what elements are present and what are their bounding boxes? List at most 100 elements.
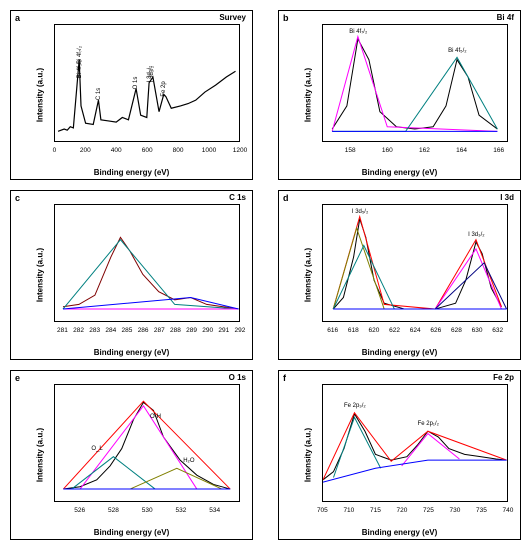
x-ticks: 281282283284285286287288289290291292 xyxy=(54,325,240,335)
panel-title: O 1s xyxy=(229,373,246,382)
x-tick-label: 166 xyxy=(493,147,504,154)
x-tick-label: 291 xyxy=(218,327,229,334)
panel-a: a Survey Intensity (a.u.) Binding energy (e… xyxy=(10,10,253,180)
y-axis-label: Intensity (a.u.) xyxy=(36,68,45,122)
plot-area: O-H O_L H₂O xyxy=(54,384,240,502)
x-tick-label: 285 xyxy=(122,327,133,334)
x-tick-label: 292 xyxy=(235,327,246,334)
x-axis-label: Binding energy (eV) xyxy=(94,168,170,177)
x-tick-label: 162 xyxy=(419,147,430,154)
y-axis-label: Intensity (a.u.) xyxy=(36,428,45,482)
plot-area: Bi 4f₇/₂ Bi 4f₅/₂ xyxy=(322,24,508,142)
x-tick-label: 730 xyxy=(449,507,460,514)
x-axis-label: Binding energy (eV) xyxy=(94,348,170,357)
x-tick-label: 630 xyxy=(472,327,483,334)
annotation: I 3d₃/₂ xyxy=(468,232,484,238)
chart-svg xyxy=(55,205,239,321)
x-tick-label: 0 xyxy=(53,147,57,154)
x-tick-label: 624 xyxy=(410,327,421,334)
chart-svg xyxy=(323,25,507,141)
plot-area: Fe 2p₃/₂Fe 2p₁/₂ xyxy=(322,384,508,502)
chart-svg xyxy=(323,205,507,321)
x-tick-label: 164 xyxy=(456,147,467,154)
x-tick-label: 628 xyxy=(451,327,462,334)
chart-svg xyxy=(55,385,239,501)
y-axis-label: Intensity (a.u.) xyxy=(304,428,313,482)
series-line xyxy=(63,238,239,310)
x-ticks: 705710715720725730735740 xyxy=(322,505,508,515)
annotation: O_L xyxy=(91,446,102,452)
panel-tag: d xyxy=(283,193,289,203)
series-line xyxy=(323,461,507,483)
x-tick-label: 626 xyxy=(430,327,441,334)
x-ticks: 158 160 162 164 166 xyxy=(322,145,508,155)
x-tick-label: 158 xyxy=(345,147,356,154)
x-tick-label: 287 xyxy=(154,327,165,334)
x-ticks: 526528530532534 xyxy=(54,505,240,515)
x-ticks: 020040060080010001200 xyxy=(54,145,240,155)
x-axis-label: Binding energy (eV) xyxy=(362,168,438,177)
x-tick-label: 286 xyxy=(138,327,149,334)
x-tick-label: 290 xyxy=(202,327,213,334)
x-tick-label: 289 xyxy=(186,327,197,334)
x-tick-label: 715 xyxy=(370,507,381,514)
x-tick-label: 200 xyxy=(80,147,91,154)
panel-f: f Fe 2p Intensity (a.u.) Binding energy (eV… xyxy=(278,370,521,540)
annotation: H₂O xyxy=(183,458,194,464)
y-axis-label: Intensity (a.u.) xyxy=(36,248,45,302)
panel-title: Fe 2p xyxy=(493,373,514,382)
x-tick-label: 710 xyxy=(343,507,354,514)
panel-c: c C 1s Intensity (a.u.) Binding energy (eV)… xyxy=(10,190,253,360)
x-tick-label: 620 xyxy=(368,327,379,334)
annotation: Bi 4f₅/₂ xyxy=(448,48,466,54)
panel-title: Survey xyxy=(219,13,246,22)
x-tick-label: 1200 xyxy=(233,147,247,154)
series-line xyxy=(323,414,507,480)
x-tick-label: 282 xyxy=(73,327,84,334)
panel-title: I 3d xyxy=(500,193,514,202)
x-tick-label: 530 xyxy=(142,507,153,514)
x-tick-label: 622 xyxy=(389,327,400,334)
annotation: I 3d₅/₂ xyxy=(352,209,368,215)
x-tick-label: 283 xyxy=(89,327,100,334)
annotation: Bi 4f₇/₂ xyxy=(349,29,367,35)
x-tick-label: 288 xyxy=(170,327,181,334)
panel-tag: e xyxy=(15,373,20,383)
annotation: C 1s xyxy=(96,88,102,100)
x-tick-label: 160 xyxy=(382,147,393,154)
x-axis-label: Binding energy (eV) xyxy=(362,528,438,537)
panel-title: Bi 4f xyxy=(497,13,514,22)
panel-tag: a xyxy=(15,13,20,23)
series-line xyxy=(333,37,498,132)
plot-area: Bi 4f₇/₂Bi 4f₅/₂C 1sO 1sI 3d₅/₂I 3d₃/₂Fe… xyxy=(54,24,240,142)
series-line xyxy=(436,263,507,309)
x-tick-label: 720 xyxy=(396,507,407,514)
x-axis-label: Binding energy (eV) xyxy=(362,348,438,357)
plot-area xyxy=(54,204,240,322)
x-tick-label: 400 xyxy=(111,147,122,154)
annotation: Fe 2p₁/₂ xyxy=(418,421,439,427)
x-ticks: 616618620622624626628630632 xyxy=(322,325,508,335)
plot-area: I 3d₅/₂ I 3d₃/₂ xyxy=(322,204,508,322)
panel-tag: c xyxy=(15,193,20,203)
x-tick-label: 725 xyxy=(423,507,434,514)
panel-b: bBi 4fIntensity (a.u.)Binding energy (eV… xyxy=(278,10,521,180)
x-tick-label: 534 xyxy=(209,507,220,514)
panel-tag: f xyxy=(283,373,286,383)
x-tick-label: 281 xyxy=(57,327,68,334)
x-tick-label: 1000 xyxy=(202,147,216,154)
annotation: Fe 2p xyxy=(161,82,167,97)
x-tick-label: 532 xyxy=(175,507,186,514)
x-tick-label: 528 xyxy=(108,507,119,514)
x-tick-label: 735 xyxy=(476,507,487,514)
x-tick-label: 618 xyxy=(348,327,359,334)
series-line xyxy=(323,413,507,480)
annotation: I 3d₃/₂ xyxy=(149,66,155,82)
x-tick-label: 632 xyxy=(492,327,503,334)
series-line xyxy=(334,229,385,310)
x-tick-label: 800 xyxy=(173,147,184,154)
annotation: O-H xyxy=(150,414,161,420)
panel-title: C 1s xyxy=(229,193,246,202)
x-tick-label: 705 xyxy=(317,507,328,514)
panel-d: dI 3dIntensity (a.u.)Binding energy (eV)… xyxy=(278,190,521,360)
